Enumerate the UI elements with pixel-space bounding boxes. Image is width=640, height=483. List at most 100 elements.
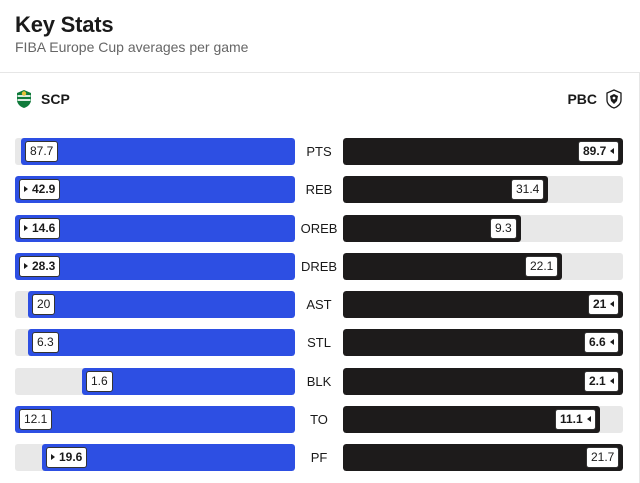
home-team-header: SCP [15,89,70,109]
sporting-cp-lion-icon [15,89,33,109]
leader-arrow-icon [24,263,28,269]
home-stat-value: 19.6 [46,447,88,468]
away-stat-value: 2.1 [584,371,619,392]
away-stat-text: 31.4 [516,182,540,196]
away-bar-fill [343,329,623,356]
stat-row: 1.6 BLK 2.1 [0,368,640,395]
stat-label: BLK [306,374,332,389]
home-stat-text: 14.6 [32,221,56,235]
home-team-name: SCP [41,91,70,107]
away-stat-text: 6.6 [589,335,606,349]
home-stat-text: 19.6 [59,450,83,464]
home-stat-text: 87.7 [30,144,54,158]
stat-row: 14.6 OREB 9.3 [0,215,640,242]
away-stat-text: 89.7 [583,144,607,158]
stat-row: 6.3 STL 6.6 [0,329,640,356]
away-bar-track: 9.3 [343,215,623,242]
leader-arrow-icon [609,378,614,384]
home-stat-text: 42.9 [32,182,56,196]
home-bar-track: 1.6 [15,368,295,395]
stat-row: 87.7 PTS 89.7 [0,138,640,165]
home-stat-value: 87.7 [25,141,59,162]
home-bar-track: 12.1 [15,406,295,433]
away-stat-value: 31.4 [511,179,545,200]
home-stat-value: 42.9 [19,179,61,200]
stat-row: 20 AST 21 [0,291,640,318]
home-stat-value: 14.6 [19,218,61,239]
away-team-header: PBC [567,89,623,109]
stat-label: OREB [300,221,338,236]
away-bar-track: 11.1 [343,406,623,433]
leader-arrow-icon [51,454,55,460]
home-bar-track: 20 [15,291,295,318]
stat-label: PTS [306,144,332,159]
away-bar-track: 21.7 [343,444,623,471]
home-bar-fill [15,176,295,203]
home-stat-value: 12.1 [19,409,53,430]
stat-label: PF [310,450,328,465]
home-bar-fill [15,406,295,433]
stat-label: REB [305,182,333,197]
leader-arrow-icon [24,225,28,231]
home-bar-track: 14.6 [15,215,295,242]
away-bar-track: 6.6 [343,329,623,356]
home-bar-track: 19.6 [15,444,295,471]
home-stat-value: 1.6 [86,371,113,392]
home-bar-fill [15,215,295,242]
home-bar-fill [28,291,295,318]
home-bar-fill [21,138,295,165]
away-stat-text: 2.1 [589,374,606,388]
away-stat-value: 22.1 [525,256,559,277]
leader-arrow-icon [586,416,591,422]
away-bar-track: 21 [343,291,623,318]
home-bar-track: 42.9 [15,176,295,203]
home-stat-text: 12.1 [24,412,48,426]
stat-label: AST [306,297,332,312]
stat-row: 42.9 REB 31.4 [0,176,640,203]
home-stat-value: 6.3 [32,332,59,353]
home-bar-fill [15,253,295,280]
stat-row: 12.1 TO 11.1 [0,406,640,433]
away-bar-fill [343,291,623,318]
home-bar-track: 28.3 [15,253,295,280]
away-bar-fill [343,368,623,395]
away-stat-text: 21.7 [591,450,615,464]
header-divider [0,72,640,73]
home-stat-text: 6.3 [37,335,54,349]
leader-arrow-icon [610,301,615,307]
away-stat-text: 21 [593,297,607,311]
home-bar-fill [28,329,295,356]
away-stat-value: 89.7 [578,141,620,162]
away-stat-value: 21 [588,294,620,315]
leader-arrow-icon [609,339,614,345]
leader-arrow-icon [24,186,28,192]
away-stat-text: 9.3 [495,221,512,235]
away-stat-value: 11.1 [555,409,596,430]
home-bar-track: 87.7 [15,138,295,165]
away-stat-value: 21.7 [586,447,620,468]
away-stat-text: 11.1 [560,412,583,426]
home-bar-fill [82,368,295,395]
leader-arrow-icon [610,148,615,154]
away-bar-track: 31.4 [343,176,623,203]
away-stat-text: 22.1 [530,259,554,273]
home-stat-text: 1.6 [91,374,108,388]
stat-row: 19.6 PF 21.7 [0,444,640,471]
away-bar-fill [343,444,623,471]
away-team-name: PBC [567,91,597,107]
away-stat-value: 6.6 [584,332,619,353]
away-bar-track: 89.7 [343,138,623,165]
home-bar-track: 6.3 [15,329,295,356]
stat-label: STL [307,335,331,350]
home-stat-value: 28.3 [19,256,61,277]
home-stat-value: 20 [32,294,56,315]
stat-row: 28.3 DREB 22.1 [0,253,640,280]
away-bar-fill [343,138,623,165]
away-stat-value: 9.3 [490,218,517,239]
paok-eagle-icon [605,89,623,109]
stat-label: TO [310,412,328,427]
away-bar-track: 2.1 [343,368,623,395]
stat-label: DREB [300,259,338,274]
home-stat-text: 20 [37,297,51,311]
home-stat-text: 28.3 [32,259,56,273]
